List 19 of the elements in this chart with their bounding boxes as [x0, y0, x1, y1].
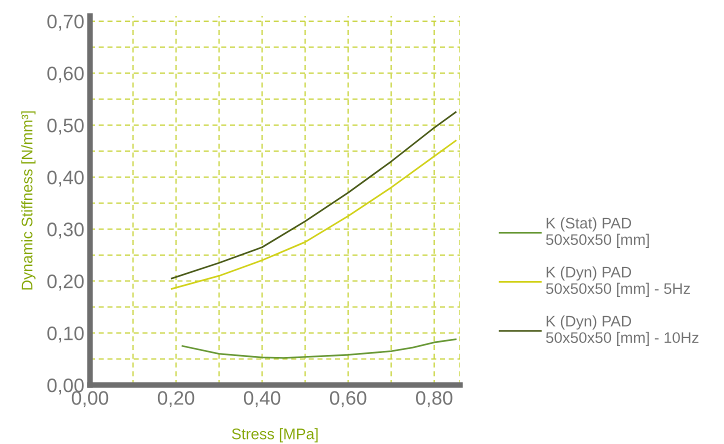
- legend-label: K (Dyn) PAD 50x50x50 [mm] - 10Hz: [546, 315, 698, 346]
- y-tick-label: 0,50: [47, 118, 84, 135]
- x-tick-label: 0,80: [416, 391, 452, 408]
- line-series: [170, 140, 457, 290]
- x-tick-label: 0,20: [158, 391, 194, 408]
- y-tick-label: 0,40: [47, 170, 84, 187]
- x-tick-label: 0,60: [330, 391, 366, 408]
- line-series: [182, 338, 457, 359]
- line-series: [170, 111, 457, 280]
- x-tick-label: 0,40: [244, 391, 280, 408]
- legend-label: K (Stat) PAD 50x50x50 [mm]: [546, 217, 649, 248]
- y-tick-label: 0,30: [47, 222, 84, 239]
- y-tick-label: 0,60: [47, 66, 84, 83]
- y-tick-label: 0,20: [47, 274, 84, 291]
- legend-label: K (Dyn) PAD 50x50x50 [mm] - 5Hz: [546, 266, 690, 298]
- y-axis-title: Dynamic Stiffness [N/mm³]: [21, 111, 36, 290]
- x-axis-title: Stress [MPa]: [232, 428, 318, 442]
- y-tick-label: 0,70: [47, 14, 84, 31]
- y-tick-label: 0,10: [47, 326, 84, 343]
